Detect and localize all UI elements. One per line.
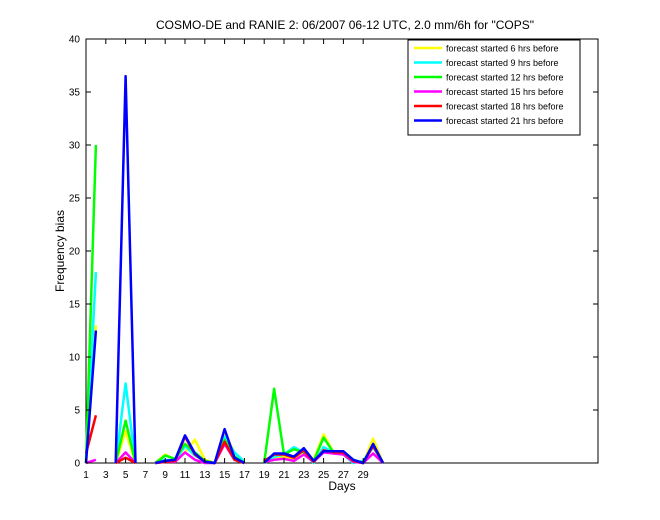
series-line-2	[114, 382, 137, 464]
y-tick-label: 20	[69, 247, 81, 258]
x-tick-label: 27	[338, 470, 350, 481]
x-tick-label: 21	[278, 470, 290, 481]
y-tick-label: 30	[69, 141, 81, 152]
series-line-5	[115, 456, 137, 465]
x-tick-label: 23	[298, 470, 310, 481]
x-tick-label: 17	[239, 470, 251, 481]
series-line-6	[114, 74, 137, 464]
x-tick-label: 7	[143, 470, 149, 481]
y-tick-label: 15	[69, 300, 81, 311]
legend-box	[407, 39, 581, 136]
x-tick-label: 15	[219, 470, 231, 481]
legend-label: forecast started 12 hrs before	[446, 73, 564, 83]
legend-label: forecast started 18 hrs before	[446, 102, 564, 112]
y-tick-label: 5	[74, 406, 80, 417]
y-tick-label: 25	[69, 194, 81, 205]
x-tick-label: 19	[259, 470, 271, 481]
x-tick-label: 29	[358, 470, 370, 481]
ticks-layer: 1 3 5 7 9 11 13 15 17 19 21 23 25 27 29051015202530354…	[69, 35, 598, 481]
series-line-6	[155, 427, 245, 465]
legend-label: forecast started 6 hrs before	[446, 44, 559, 54]
y-tick-label: 40	[69, 35, 81, 46]
series-line-4	[85, 458, 97, 465]
series-line-4	[114, 451, 137, 464]
y-tick-label: 0	[74, 459, 80, 470]
x-tick-label: 13	[199, 470, 211, 481]
x-tick-label: 25	[318, 470, 330, 481]
x-tick-label: 1	[83, 470, 89, 481]
series-line-6	[84, 330, 98, 464]
x-tick-label: 5	[123, 470, 129, 481]
x-tick-label: 9	[162, 470, 168, 481]
legend: forecast started 6 hrs before forecast st…	[407, 39, 581, 136]
legend-label: forecast started 9 hrs before	[446, 58, 559, 68]
y-tick-label: 35	[69, 88, 81, 99]
legend-label: forecast started 21 hrs before	[446, 116, 564, 126]
x-axis-title: Days	[328, 479, 355, 493]
x-tick-label: 3	[103, 470, 109, 481]
y-axis-title: Frequency bias	[53, 210, 67, 292]
y-tick-label: 10	[69, 353, 81, 364]
x-tick-label: 11	[180, 470, 191, 481]
chart-title: COSMO-DE and RANIE 2: 06/2007 06-12 UTC,…	[156, 18, 534, 32]
legend-label: forecast started 15 hrs before	[446, 87, 564, 97]
series-line-3	[114, 419, 137, 464]
